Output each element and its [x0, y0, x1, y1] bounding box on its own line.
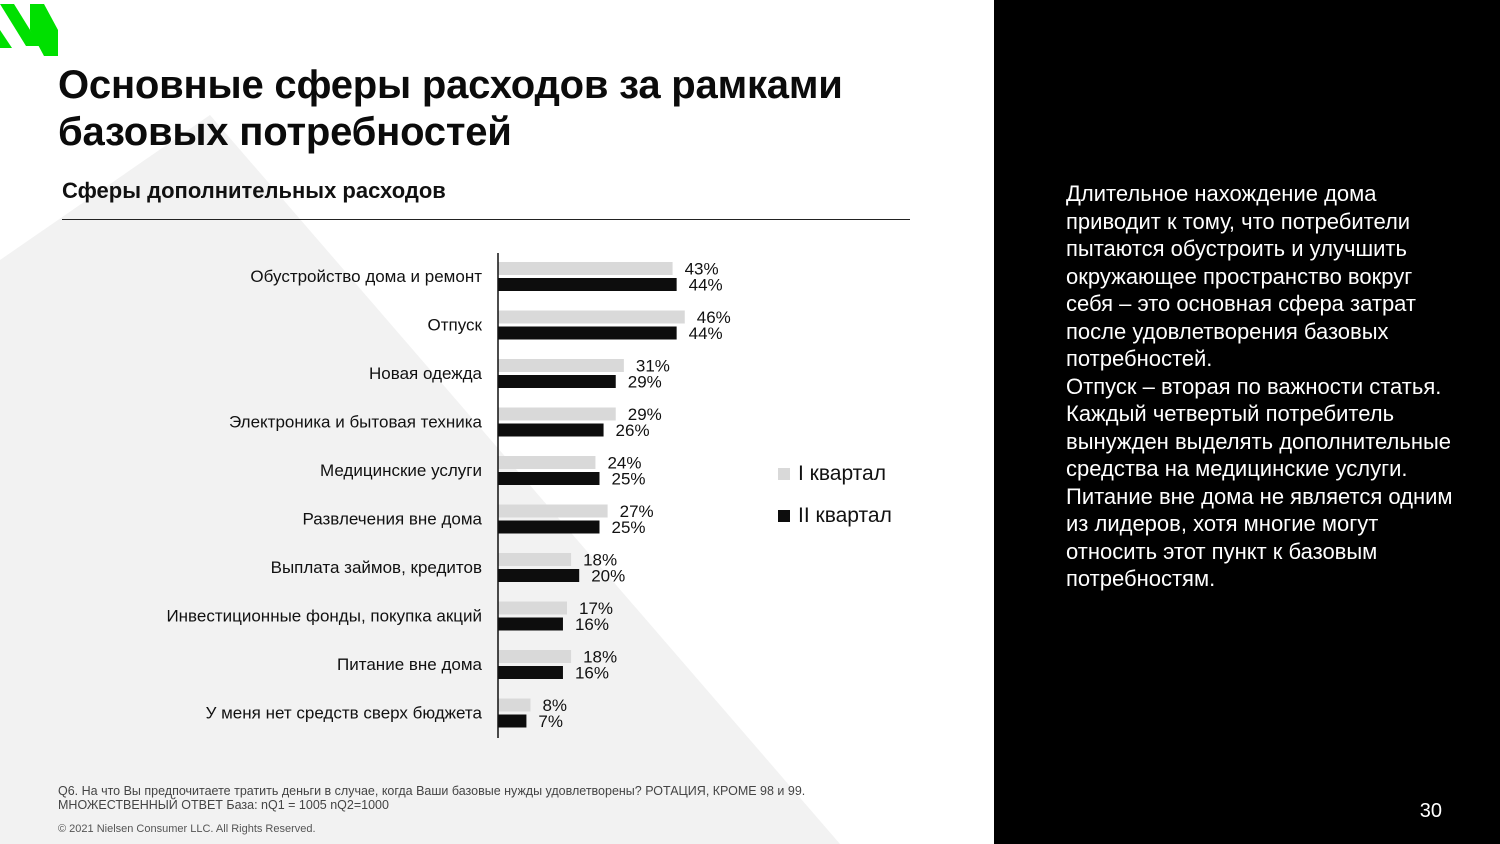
data-label: 26% [616, 421, 650, 440]
bar-q1 [498, 359, 624, 372]
category-label: Отпуск [428, 316, 483, 335]
data-label: 18% [583, 648, 617, 667]
legend-swatch-q1 [778, 468, 790, 480]
chart-title: Сферы дополнительных расходов [62, 178, 446, 203]
data-label: 27% [620, 502, 654, 521]
bar-q1 [498, 601, 568, 615]
data-label: 8% [542, 696, 567, 715]
legend-item-q2: II квартал [778, 504, 892, 528]
data-label: 25% [612, 518, 646, 537]
slide-title: Основные сферы расходов за рамками базов… [58, 63, 843, 154]
bar-q2 [498, 472, 600, 485]
bar-q2 [498, 423, 604, 437]
bar-q2 [498, 617, 563, 631]
bar-q2 [498, 375, 616, 388]
background-triangle [0, 115, 840, 844]
data-label: 43% [685, 260, 719, 279]
bar-q1 [498, 650, 572, 663]
data-label: 25% [612, 470, 646, 489]
category-label: Медицинские услуги [320, 461, 482, 480]
data-label: 46% [697, 308, 731, 327]
bar-q2 [498, 520, 600, 534]
bar-q1 [498, 310, 685, 324]
data-label: 44% [689, 276, 723, 295]
data-label: 29% [628, 405, 662, 424]
chart-legend: I квартал II квартал [778, 462, 892, 546]
bar-q2 [498, 714, 527, 728]
bar-q1 [498, 553, 572, 566]
bar-q1 [498, 262, 673, 275]
data-label: 16% [575, 615, 609, 634]
category-label: У меня нет средств сверх бюджета [206, 704, 483, 723]
category-label: Развлечения вне дома [302, 510, 482, 529]
footnote: Q6. На что Вы предпочитаете тратить день… [58, 784, 938, 812]
bar-q1 [498, 504, 608, 518]
data-label: 24% [607, 454, 641, 473]
data-label: 31% [636, 357, 670, 376]
legend-swatch-q2 [778, 510, 790, 522]
commentary-text: Длительное нахождение дома приводит к то… [1066, 180, 1456, 593]
data-label: 7% [538, 712, 563, 731]
category-label: Новая одежда [369, 364, 483, 383]
data-label: 44% [689, 324, 723, 343]
category-label: Электроника и бытовая техника [229, 413, 483, 432]
category-label: Обустройство дома и ремонт [250, 267, 482, 286]
page-number: 30 [1419, 800, 1442, 822]
bar-q2 [498, 278, 677, 291]
data-label: 16% [575, 664, 609, 683]
data-label: 29% [628, 373, 662, 392]
commentary-paragraph-1: Длительное нахождение дома приводит к то… [1066, 181, 1417, 371]
bar-q2 [498, 326, 677, 340]
data-label: 17% [579, 599, 613, 618]
bar-q1 [498, 456, 596, 469]
footnote-line-1: Q6. На что Вы предпочитаете тратить день… [58, 784, 806, 798]
category-label: Инвестиционные фонды, покупка акций [166, 607, 482, 626]
data-label: 20% [591, 567, 625, 586]
legend-label-q2: II квартал [798, 504, 892, 527]
bar-q2 [498, 666, 563, 679]
category-label: Выплата займов, кредитов [271, 558, 482, 577]
bar-q1 [498, 407, 616, 421]
commentary-paragraph-2: Отпуск – вторая по важности статья. Кажд… [1066, 373, 1453, 592]
legend-item-q1: I квартал [778, 462, 892, 486]
data-label: 18% [583, 551, 617, 570]
bar-chart: Обустройство дома и ремонт 43%44%Отпуск 46… [166, 253, 731, 738]
bar-q2 [498, 569, 580, 582]
copyright: © 2021 Nielsen Consumer LLC. All Rights … [58, 823, 316, 835]
legend-label-q1: I квартал [798, 462, 886, 485]
bar-q1 [498, 698, 531, 712]
nielsen-logo-icon [0, 4, 58, 56]
title-divider [62, 219, 910, 220]
commentary-panel: Длительное нахождение дома приводит к то… [994, 0, 1500, 844]
footnote-line-2: МНОЖЕСТВЕННЫЙ ОТВЕТ База: nQ1 = 1005 nQ2… [58, 798, 389, 812]
category-label: Питание вне дома [337, 655, 482, 674]
